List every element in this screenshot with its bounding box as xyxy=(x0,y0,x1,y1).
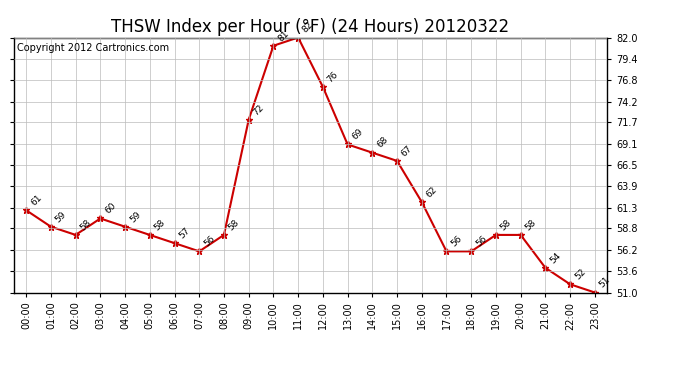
Text: 54: 54 xyxy=(548,251,562,265)
Text: 81: 81 xyxy=(276,28,290,43)
Text: 58: 58 xyxy=(152,217,167,232)
Text: 69: 69 xyxy=(351,127,365,142)
Text: Copyright 2012 Cartronics.com: Copyright 2012 Cartronics.com xyxy=(17,43,169,52)
Text: 61: 61 xyxy=(29,193,43,207)
Text: 62: 62 xyxy=(424,185,439,199)
Text: 56: 56 xyxy=(474,234,489,249)
Text: 82: 82 xyxy=(301,20,315,35)
Text: 57: 57 xyxy=(177,226,192,240)
Text: 56: 56 xyxy=(202,234,217,249)
Text: 58: 58 xyxy=(79,217,93,232)
Text: 58: 58 xyxy=(227,217,242,232)
Text: 67: 67 xyxy=(400,144,414,158)
Text: 76: 76 xyxy=(326,70,340,84)
Text: 59: 59 xyxy=(54,209,68,224)
Text: 52: 52 xyxy=(573,267,587,282)
Text: 72: 72 xyxy=(251,103,266,117)
Title: THSW Index per Hour (°F) (24 Hours) 20120322: THSW Index per Hour (°F) (24 Hours) 2012… xyxy=(112,18,509,36)
Text: 58: 58 xyxy=(499,217,513,232)
Text: 51: 51 xyxy=(598,275,612,290)
Text: 59: 59 xyxy=(128,209,142,224)
Text: 56: 56 xyxy=(449,234,464,249)
Text: 58: 58 xyxy=(524,217,538,232)
Text: 60: 60 xyxy=(103,201,117,216)
Text: 68: 68 xyxy=(375,135,390,150)
